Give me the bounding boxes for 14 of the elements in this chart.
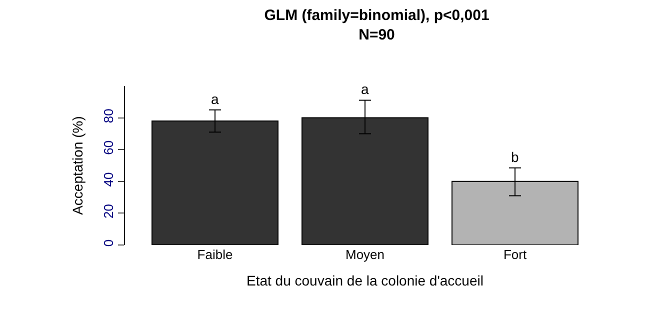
x-axis-title: Etat du couvain de la colonie d'accueil bbox=[246, 272, 484, 288]
x-tick-label: Faible bbox=[197, 247, 233, 262]
y-axis-title: Acceptation (%) bbox=[69, 116, 86, 215]
y-tick-label: 80 bbox=[100, 108, 116, 124]
y-tick-label: 40 bbox=[100, 172, 116, 187]
x-tick-label: Fort bbox=[503, 247, 527, 262]
chart-title: GLM (family=binomial), p<0,001 N=90 bbox=[264, 6, 490, 44]
x-tick-label: Moyen bbox=[345, 247, 385, 262]
annotation: a bbox=[211, 91, 219, 107]
annotation: a bbox=[361, 81, 369, 97]
y-tick-label: 60 bbox=[100, 140, 116, 155]
y-tick-label: 0 bbox=[100, 239, 116, 247]
annotation: b bbox=[511, 149, 519, 165]
y-tick-label: 20 bbox=[100, 204, 116, 218]
